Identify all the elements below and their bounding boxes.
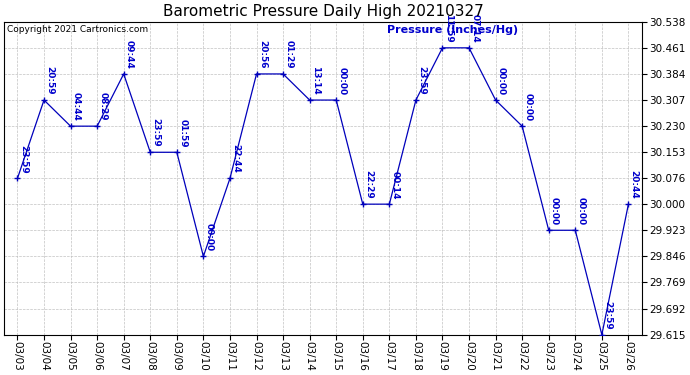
Text: 00:00: 00:00 xyxy=(577,197,586,225)
Text: 20:56: 20:56 xyxy=(258,40,267,69)
Text: Copyright 2021 Cartronics.com: Copyright 2021 Cartronics.com xyxy=(8,25,148,34)
Text: 22:29: 22:29 xyxy=(364,170,373,199)
Text: 23:59: 23:59 xyxy=(603,301,612,330)
Text: Pressure (Inches/Hg): Pressure (Inches/Hg) xyxy=(386,25,518,35)
Text: 13:14: 13:14 xyxy=(311,66,320,95)
Text: 23:59: 23:59 xyxy=(417,66,426,95)
Text: 04:44: 04:44 xyxy=(72,92,81,121)
Text: 07:14: 07:14 xyxy=(471,14,480,43)
Text: 00:00: 00:00 xyxy=(337,67,346,95)
Text: 09:44: 09:44 xyxy=(125,40,134,69)
Text: 23:59: 23:59 xyxy=(152,118,161,147)
Text: 11:59: 11:59 xyxy=(444,14,453,43)
Text: 23:59: 23:59 xyxy=(19,144,28,173)
Text: 01:59: 01:59 xyxy=(178,118,187,147)
Text: 00:14: 00:14 xyxy=(391,171,400,199)
Text: 08:29: 08:29 xyxy=(99,93,108,121)
Text: 22:44: 22:44 xyxy=(231,144,240,173)
Text: 20:44: 20:44 xyxy=(630,170,639,199)
Text: 20:59: 20:59 xyxy=(46,66,55,95)
Text: 00:00: 00:00 xyxy=(497,67,506,95)
Text: 00:00: 00:00 xyxy=(524,93,533,121)
Title: Barometric Pressure Daily High 20210327: Barometric Pressure Daily High 20210327 xyxy=(163,4,483,19)
Text: 00:00: 00:00 xyxy=(205,223,214,251)
Text: 00:00: 00:00 xyxy=(550,197,559,225)
Text: 01:29: 01:29 xyxy=(284,40,293,69)
